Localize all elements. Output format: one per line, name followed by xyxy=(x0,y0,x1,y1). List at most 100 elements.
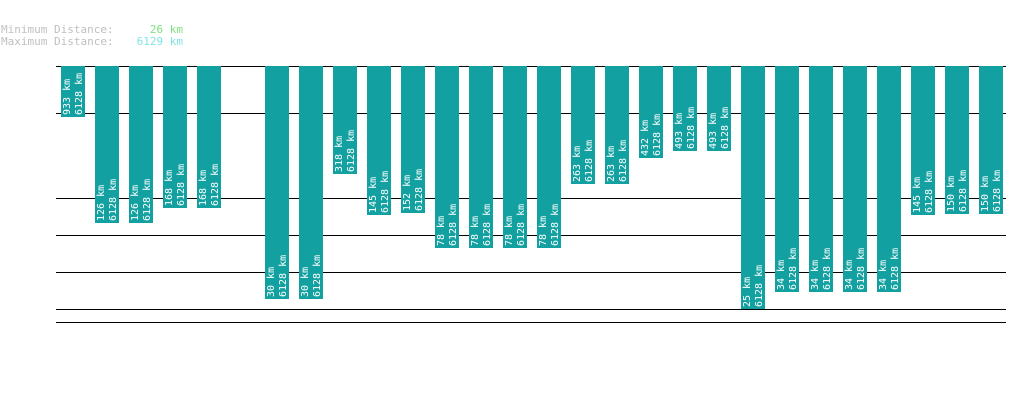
bar-group: 78 km 6128 km xyxy=(503,66,527,248)
bar-max-label: 6128 km xyxy=(856,248,867,290)
bar-max-label: 6128 km xyxy=(482,204,493,246)
bar-max-label: 6128 km xyxy=(278,255,289,297)
bar-value-label: 145 km xyxy=(368,177,379,213)
bar xyxy=(95,66,119,223)
bar-value-label: 318 km xyxy=(334,136,345,172)
bar-value-label: 78 km xyxy=(538,216,549,246)
bar-max-label: 6128 km xyxy=(142,179,153,221)
bar-group: 493 km 6128 km xyxy=(673,66,697,151)
bar xyxy=(537,66,561,248)
bar-max-label: 6128 km xyxy=(788,248,799,290)
bar-group: 168 km 6128 km xyxy=(163,66,187,208)
bar-max-label: 6128 km xyxy=(720,107,731,149)
bar-max-label: 6128 km xyxy=(414,169,425,211)
bar-value-label: 126 km xyxy=(96,185,107,221)
bar-max-label: 6128 km xyxy=(176,164,187,206)
bar-group: 318 km 6128 km xyxy=(333,66,357,174)
bar-max-label: 6128 km xyxy=(890,248,901,290)
bar-value-label: 34 km xyxy=(878,260,889,290)
bar-value-label: 493 km xyxy=(708,113,719,149)
bar-max-label: 6128 km xyxy=(822,248,833,290)
bar-group: 34 km 6128 km xyxy=(843,66,867,292)
bar xyxy=(163,66,187,208)
bar-value-label: 263 km xyxy=(606,146,617,182)
bar xyxy=(809,66,833,292)
bar xyxy=(945,66,969,214)
bar-group: 493 km 6128 km xyxy=(707,66,731,151)
bar-max-label: 6128 km xyxy=(346,130,357,172)
bar-group: 30 km 6128 km xyxy=(265,66,289,299)
bar xyxy=(843,66,867,292)
bar-max-label: 6128 km xyxy=(618,140,629,182)
bar xyxy=(979,66,1003,214)
bar-max-label: 6128 km xyxy=(584,140,595,182)
bar xyxy=(673,66,697,151)
bar-value-label: 168 km xyxy=(198,170,209,206)
bar-value-label: 78 km xyxy=(470,216,481,246)
bar-max-label: 6128 km xyxy=(516,204,527,246)
bar xyxy=(333,66,357,174)
bar xyxy=(401,66,425,213)
min-distance-row: Minimum Distance: 26 km xyxy=(1,24,183,36)
bar-group: 126 km 6128 km xyxy=(95,66,119,223)
bar-value-label: 263 km xyxy=(572,146,583,182)
bar xyxy=(639,66,663,158)
bar-value-label: 432 km xyxy=(640,120,651,156)
bar-max-label: 6128 km xyxy=(958,170,969,212)
bar-max-label: 6128 km xyxy=(312,255,323,297)
bar-value-label: 34 km xyxy=(810,260,821,290)
bar-max-label: 6128 km xyxy=(924,171,935,213)
bar xyxy=(503,66,527,248)
bar-group: 152 km 6128 km xyxy=(401,66,425,213)
distance-summary: Minimum Distance: 26 km Maximum Distance:… xyxy=(1,24,183,48)
bar-value-label: 34 km xyxy=(844,260,855,290)
bar xyxy=(911,66,935,215)
bar xyxy=(435,66,459,248)
bar-value-label: 78 km xyxy=(504,216,515,246)
bar-max-label: 6128 km xyxy=(380,171,391,213)
bar-value-label: 25 km xyxy=(742,277,753,307)
bar-group: 933 km 6128 km xyxy=(61,66,85,117)
bar-group: 78 km 6128 km xyxy=(435,66,459,248)
bar-max-label: 6128 km xyxy=(108,179,119,221)
bar-max-label: 6128 km xyxy=(754,265,765,307)
bar-value-label: 933 km xyxy=(62,79,73,115)
bar-value-label: 150 km xyxy=(980,176,991,212)
bar-group: 145 km 6128 km xyxy=(911,66,935,215)
bar xyxy=(299,66,323,299)
bar xyxy=(197,66,221,208)
bar xyxy=(469,66,493,248)
bar-max-label: 6128 km xyxy=(652,114,663,156)
bar-group: 432 km 6128 km xyxy=(639,66,663,158)
bar-group: 30 km 6128 km xyxy=(299,66,323,299)
bar-value-label: 34 km xyxy=(776,260,787,290)
min-distance-label: Minimum Distance: xyxy=(1,23,114,36)
bar-max-label: 6128 km xyxy=(74,73,85,115)
max-distance-label: Maximum Distance: xyxy=(1,35,114,48)
bar-value-label: 493 km xyxy=(674,113,685,149)
bar xyxy=(61,66,85,117)
bar-max-label: 6128 km xyxy=(550,204,561,246)
bar xyxy=(129,66,153,223)
bar-group: 34 km 6128 km xyxy=(775,66,799,292)
bar-max-label: 6128 km xyxy=(448,204,459,246)
bar-group: 263 km 6128 km xyxy=(571,66,595,184)
bar-value-label: 168 km xyxy=(164,170,175,206)
bar xyxy=(707,66,731,151)
bar-group: 34 km 6128 km xyxy=(877,66,901,292)
bar-group: 25 km 6128 km xyxy=(741,66,765,309)
bar-group: 150 km 6128 km xyxy=(945,66,969,214)
bar-value-label: 30 km xyxy=(300,267,311,297)
max-distance-row: Maximum Distance: 6129 km xyxy=(1,36,183,48)
bar-group: 78 km 6128 km xyxy=(469,66,493,248)
bar xyxy=(265,66,289,299)
bar xyxy=(571,66,595,184)
bar xyxy=(775,66,799,292)
bar-value-label: 126 km xyxy=(130,185,141,221)
bar-group: 78 km 6128 km xyxy=(537,66,561,248)
bar-group: 126 km 6128 km xyxy=(129,66,153,223)
bar-group: 168 km 6128 km xyxy=(197,66,221,208)
bar xyxy=(877,66,901,292)
bar-group: 150 km 6128 km xyxy=(979,66,1003,214)
bar-value-label: 150 km xyxy=(946,176,957,212)
